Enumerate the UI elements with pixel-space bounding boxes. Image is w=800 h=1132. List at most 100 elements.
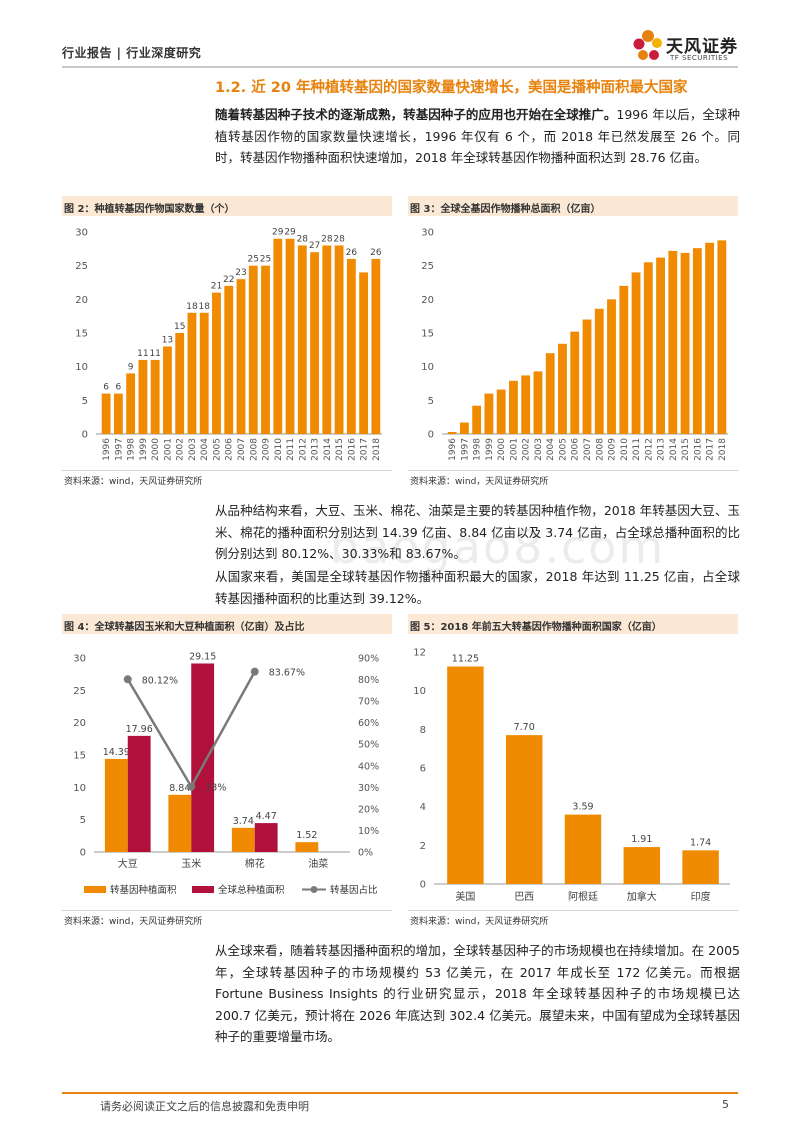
bar — [558, 343, 567, 434]
bar — [564, 814, 602, 884]
y-tick-label: 25 — [421, 261, 434, 272]
figure-4-title-bar — [62, 614, 392, 634]
x-tick-label: 1999 — [139, 438, 149, 461]
y-tick-label: 0 — [80, 848, 86, 859]
ratio-point — [250, 667, 259, 676]
x-tick-label: 2003 — [188, 438, 198, 461]
bar — [191, 663, 215, 852]
x-tick-label: 2014 — [669, 438, 679, 461]
x-tick-label: 1996 — [448, 438, 458, 461]
x-tick-label: 大豆 — [118, 857, 138, 870]
figure-4-title: 图 4：全球转基因玉米和大豆种植面积（亿亩）及占比 — [64, 622, 305, 633]
bar-value-label: 23 — [235, 268, 246, 278]
bar-value-label: 4.47 — [256, 811, 277, 822]
bar-value-label: 29 — [272, 228, 284, 238]
x-tick-label: 2013 — [657, 438, 667, 461]
x-tick-label: 2001 — [509, 438, 519, 461]
y-tick-label: 15 — [73, 751, 86, 762]
y-tick-label: 10 — [413, 686, 426, 697]
bar — [705, 242, 715, 434]
planting-area-bar-chart: 0 5 10 15 20 25 30 1996 1997 1998 1999 2000 2001 2002… — [421, 228, 728, 461]
footer-disclaimer: 请务必阅读正文之后的信息披露和免责申明 — [100, 1100, 309, 1113]
x-tick-label: 2008 — [249, 438, 259, 461]
figure-3-source-divider — [408, 470, 738, 471]
bar-value-label: 1.74 — [690, 837, 711, 848]
y2-tick-label: 90% — [358, 654, 379, 665]
bar — [127, 735, 151, 852]
y-tick-label: 20 — [75, 295, 88, 306]
bar — [113, 393, 123, 434]
ratio-point — [123, 675, 132, 684]
x-tick-label: 2002 — [522, 438, 532, 461]
bar — [447, 431, 457, 434]
bar-value-label: 7.70 — [514, 722, 535, 733]
legend-label-total-area: 全球总种植面积 — [218, 884, 285, 896]
bar — [175, 333, 185, 434]
bar-value-label: 14.39 — [103, 747, 130, 758]
x-tick-label: 2011 — [286, 438, 296, 461]
y-tick-label: 30 — [421, 228, 434, 239]
x-tick-label: 2010 — [274, 438, 284, 461]
x-tick-label: 2017 — [360, 438, 370, 461]
y2-tick-label: 80% — [358, 675, 379, 686]
y2-tick-label: 60% — [358, 718, 379, 729]
report-type-label: 行业报告 | 行业深度研究 — [62, 46, 202, 60]
bar — [371, 258, 381, 434]
y-tick-label: 15 — [75, 329, 88, 340]
bar — [496, 389, 506, 434]
logo-subtext: TF SECURITIES — [670, 54, 729, 62]
y-tick-label: 25 — [75, 261, 88, 272]
y-tick-label: 20 — [73, 718, 86, 729]
bar — [248, 265, 258, 434]
x-tick-label: 2012 — [644, 438, 654, 461]
x-tick-label: 2005 — [558, 438, 568, 461]
x-tick-label: 1997 — [114, 438, 124, 461]
x-tick-label: 2018 — [718, 438, 728, 461]
bar — [163, 346, 172, 434]
x-tick-label: 2002 — [176, 438, 186, 461]
figure-4-source-divider — [62, 910, 392, 911]
bar — [104, 758, 128, 852]
bar-value-label: 29 — [284, 228, 296, 238]
ratio-value-label: 83.67% — [269, 668, 305, 679]
y-tick-label: 30 — [73, 654, 86, 665]
bar — [570, 331, 580, 434]
bar-value-label: 17.96 — [126, 724, 153, 735]
x-tick-label: 2012 — [298, 438, 308, 461]
y-tick-label: 25 — [73, 686, 86, 697]
bar-value-label: 11 — [137, 349, 148, 359]
bar-value-label: 18 — [198, 302, 210, 312]
x-tick-label: 印度 — [691, 890, 711, 903]
figure-2-source: 资料来源：wind，天风证券研究所 — [64, 477, 203, 487]
legend-swatch-ratio-dot — [310, 886, 318, 893]
bar-value-label: 21 — [211, 282, 222, 292]
x-tick-label: 阿根廷 — [568, 890, 598, 903]
figure-3-source: 资料来源：wind，天风证券研究所 — [410, 477, 549, 487]
bar-value-label: 6 — [103, 383, 109, 393]
bar-value-label: 28 — [333, 234, 345, 244]
figure-4-source: 资料来源：wind，天风证券研究所 — [64, 917, 203, 927]
bar — [717, 240, 727, 434]
y2-tick-label: 0% — [358, 848, 373, 859]
y2-tick-label: 10% — [358, 826, 379, 837]
figure-5-source: 资料来源：wind，天风证券研究所 — [410, 917, 549, 927]
bar — [285, 238, 295, 434]
ratio-point — [187, 782, 196, 791]
x-tick-label: 2014 — [323, 438, 333, 461]
bar — [346, 258, 356, 434]
bar — [261, 265, 270, 434]
bar-value-label: 27 — [309, 241, 320, 251]
bar — [459, 422, 469, 434]
x-tick-label: 2000 — [497, 438, 507, 461]
bar — [126, 373, 136, 434]
crop-area-combo-chart: 0 5 10 15 20 25 30 0% 10% 20% 30% 40% 50% 60% 70% 80% 90… — [73, 651, 379, 896]
bar — [447, 666, 484, 884]
bar — [631, 272, 641, 434]
bar-value-label: 8.84 — [169, 783, 190, 794]
legend-swatch-total-area — [192, 886, 214, 893]
bar — [254, 823, 278, 852]
ratio-value-label: 80.12% — [142, 675, 178, 686]
y-tick-label: 0 — [428, 430, 434, 441]
y-tick-label: 10 — [73, 783, 86, 794]
bar — [472, 405, 482, 434]
